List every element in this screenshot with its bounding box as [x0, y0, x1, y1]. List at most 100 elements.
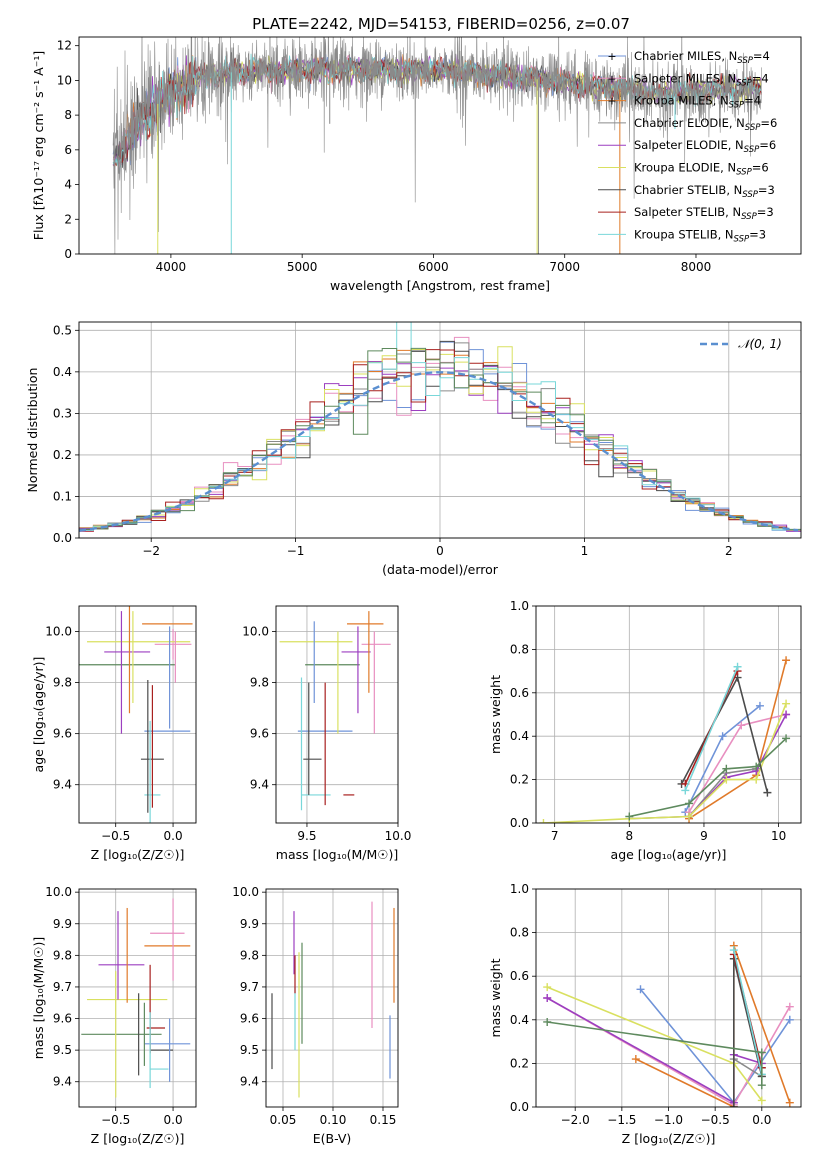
- plot-area: [271, 901, 395, 1098]
- y-tick-label: 10.0: [45, 885, 72, 899]
- panel-mass_vs_ebv: 0.05 0.10 0.15 9.4 9.5 9.6 9.7 9.8 9.9 10.0 E(B-V): [232, 885, 399, 1146]
- point-marker-sE: [782, 710, 791, 719]
- x-axis-label: Z [log₁₀(Z/Z☉)]: [91, 1131, 185, 1146]
- plot-area: [81, 898, 191, 1098]
- y-axis-label: Normed distribution: [25, 368, 40, 493]
- panel-age_vs_mass: 9.5 10.0 9.4 9.6 9.8 10.0 mass [log₁₀(M/M☉)]: [242, 605, 411, 862]
- y-tick-label: 10.0: [242, 625, 269, 639]
- y-tick-label: 0.2: [510, 1056, 529, 1070]
- y-tick-label: 0.4: [510, 1013, 529, 1027]
- y-tick-label: 6: [64, 143, 72, 157]
- point-marker-green: [757, 1081, 766, 1090]
- x-axis-label: age [log₁₀(age/yr)]: [611, 847, 727, 862]
- y-tick-label: 0.0: [510, 816, 529, 830]
- point-marker-kE: [543, 983, 552, 992]
- y-tick-label: 9.9: [53, 917, 72, 931]
- y-tick-label: 10: [57, 73, 72, 87]
- point-marker-sM: [737, 721, 746, 730]
- x-tick-label: 0: [436, 544, 444, 558]
- y-tick-label: 9.4: [250, 778, 269, 792]
- x-axis-label: mass [log₁₀(M/M☉)]: [276, 847, 398, 862]
- legend-label: Kroupa ELODIE, N: [634, 161, 736, 175]
- x-tick-label: 7: [551, 829, 559, 843]
- y-tick-label: 9.9: [240, 917, 259, 931]
- legend-sub: SSP: [744, 145, 760, 155]
- x-tick-label: 8: [625, 829, 633, 843]
- mass-weight-line-kS: [684, 666, 739, 791]
- y-tick-label: 0.1: [53, 489, 72, 503]
- axes-frame: [78, 321, 802, 539]
- x-axis-label: Z [log₁₀(Z/Z☉)]: [622, 1131, 716, 1146]
- axes-frame: [78, 888, 197, 1108]
- plot-area: [279, 611, 391, 811]
- y-tick-label: 0.2: [53, 448, 72, 462]
- y-tick-label: 9.5: [240, 1043, 259, 1057]
- legend-marker: +: [607, 95, 616, 108]
- panel-mass_vs_Z: −0.5 0.0 9.4 9.5 9.6 9.7 9.8 9.9 10.0 Z [log₁₀(Z/…: [31, 885, 197, 1146]
- legend-sub: SSP: [737, 56, 753, 66]
- legend-label: Chabrier MILES, N: [634, 49, 737, 63]
- y-tick-label: 0.0: [510, 1100, 529, 1114]
- panel-mw_vs_age: 7 8 9 10 0.0 0.2 0.4 0.6 0.8 1.0 age [log₁₀(age/yr…: [488, 599, 802, 862]
- x-tick-label: 6000: [418, 260, 449, 274]
- y-tick-label: 0.5: [53, 323, 72, 337]
- x-tick-label: −0.5: [101, 1113, 130, 1127]
- y-tick-label: 9.4: [240, 1075, 259, 1089]
- panel-residuals: −2 −1 0 1 2 0.0 0.1 0.2 0.3 0.4 0.5 (data-model)/er…: [25, 321, 802, 577]
- plot-area: [112, 37, 762, 254]
- point-marker-cM: [755, 701, 764, 710]
- point-marker-cM: [718, 732, 727, 741]
- legend-tail: =6: [752, 161, 769, 175]
- legend-entry-kE: Kroupa ELODIE, NSSP=6: [634, 161, 769, 178]
- legend-label: Salpeter STELIB, N: [634, 205, 741, 219]
- x-tick-label: 2: [725, 544, 733, 558]
- y-tick-label: 0: [64, 247, 72, 261]
- x-tick-label: −0.5: [101, 829, 130, 843]
- y-tick-label: 9.6: [250, 727, 269, 741]
- legend-label: Salpeter ELODIE, N: [634, 138, 744, 152]
- x-tick-label: 0.15: [370, 1113, 397, 1127]
- legend-tail: =4: [752, 71, 769, 85]
- y-axis-label: mass weight: [488, 675, 503, 754]
- point-marker-green: [722, 764, 731, 773]
- x-tick-label: 9: [700, 829, 708, 843]
- legend-label: Kroupa MILES, N: [634, 94, 729, 108]
- point-marker-kM: [785, 1098, 794, 1107]
- legend-label: Salpeter MILES, N: [634, 71, 736, 85]
- axes-frame: [535, 888, 802, 1108]
- plot-area: [79, 322, 801, 538]
- legend-sub: SSP: [736, 168, 752, 178]
- x-tick-label: 0.05: [270, 1113, 297, 1127]
- errorbar-point-sM: [154, 628, 192, 660]
- point-marker-kE: [752, 775, 761, 784]
- legend-entry-kS: Kroupa STELIB, NSSP=3: [634, 227, 766, 244]
- point-marker-green: [685, 799, 694, 808]
- y-tick-label: 0.8: [510, 926, 529, 940]
- legend-sub: SSP: [745, 123, 761, 133]
- y-axis-label: mass [log₁₀(M/M☉)]: [31, 937, 46, 1059]
- y-tick-label: 9.7: [53, 980, 72, 994]
- legend-entry-cM: Chabrier MILES, NSSP=4: [634, 49, 770, 66]
- point-marker-green: [757, 1048, 766, 1057]
- legend-tail: =3: [757, 205, 774, 219]
- x-tick-label: 0.0: [164, 829, 183, 843]
- point-marker-kE: [722, 775, 731, 784]
- y-tick-label: 9.8: [53, 948, 72, 962]
- legend-sub: SSP: [742, 190, 758, 200]
- y-tick-label: 10.0: [232, 885, 259, 899]
- y-tick-label: 4: [64, 178, 72, 192]
- mass-weight-line-sE: [546, 997, 763, 1104]
- x-tick-label: 5000: [287, 260, 318, 274]
- y-tick-label: 0.4: [53, 365, 72, 379]
- legend-tail: =6: [759, 138, 776, 152]
- y-tick-label: 0.0: [53, 531, 72, 545]
- y-tick-label: 0.6: [510, 969, 529, 983]
- x-tick-label: −1.5: [607, 1113, 636, 1127]
- axes-frame: [275, 605, 399, 824]
- legend-tail: =3: [749, 227, 766, 241]
- mass-weight-line-cS: [733, 958, 763, 1107]
- point-marker-cS: [763, 788, 772, 797]
- point-marker-green: [782, 734, 791, 743]
- x-tick-label: 1: [581, 544, 589, 558]
- mass-weight-line-cE: [629, 768, 757, 820]
